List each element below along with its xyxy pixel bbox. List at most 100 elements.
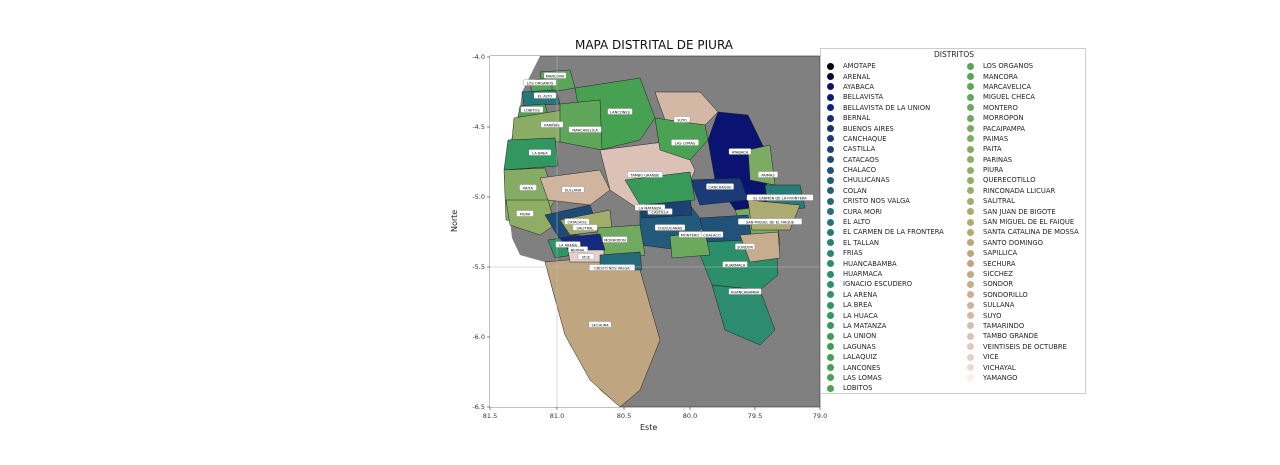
legend-swatch: [827, 135, 834, 143]
svg-text:CASTILLA: CASTILLA: [651, 210, 669, 214]
legend-item: EL TALLAN: [827, 238, 944, 248]
legend-swatch: [827, 353, 834, 361]
legend-label: MIGUEL CHECA: [983, 93, 1035, 102]
y-tick-label: -6.0: [472, 333, 485, 341]
legend-column-2: LOS ORGANOS MANCORA MARCAVELICA MIGUEL CHEC…: [967, 61, 1079, 383]
legend-swatch: [827, 145, 834, 153]
district-label-salitral: SALITRAL: [572, 224, 598, 231]
legend-swatch: [827, 301, 834, 309]
district-label-el-alto: EL ALTO: [533, 92, 557, 99]
legend-swatch: [827, 374, 834, 382]
svg-text:CANCHAQUE: CANCHAQUE: [709, 185, 733, 189]
legend-label: LA BREA: [843, 301, 873, 310]
legend-label: VICHAYAL: [983, 363, 1016, 372]
svg-text:SAN MIGUEL DE EL FAIQUE: SAN MIGUEL DE EL FAIQUE: [746, 220, 795, 224]
legend-label: SONDOR: [983, 280, 1014, 289]
legend-item: TAMBO GRANDE: [967, 331, 1079, 341]
district-label-vice: VICE: [577, 253, 595, 260]
legend-title: DISTRITOS: [934, 50, 974, 59]
legend-item: SONDOR: [967, 279, 1079, 289]
legend-label: VEINTISEIS DE OCTUBRE: [983, 342, 1067, 351]
legend-swatch: [827, 62, 834, 70]
district-label-huarmaca: HUARMACA: [722, 261, 748, 268]
district-canchaque: [689, 177, 749, 206]
legend-swatch: [827, 218, 834, 226]
district-label-la-brea: LA BREA: [528, 149, 552, 156]
legend-item: CATACAOS: [827, 155, 944, 165]
legend-swatch: [827, 291, 834, 299]
svg-text:LANCONES: LANCONES: [610, 110, 631, 114]
legend-item: FRIAS: [827, 248, 944, 258]
legend-swatch: [827, 384, 834, 392]
legend-item: CHALACO: [827, 165, 944, 175]
legend-item: PAIMAS: [967, 134, 1079, 144]
legend-swatch: [827, 73, 834, 81]
district-paimas: [747, 144, 776, 186]
legend-label: TAMBO GRANDE: [983, 332, 1039, 341]
legend-label: SANTO DOMINGO: [983, 238, 1043, 247]
legend-swatch: [827, 83, 834, 91]
legend-swatch: [827, 239, 834, 247]
legend-label: MORROPON: [983, 114, 1024, 123]
x-tick-label: 79.0: [813, 412, 827, 420]
legend-label: MANCORA: [983, 72, 1018, 81]
legend-label: LA MATANZA: [843, 321, 887, 330]
svg-text:PIURA: PIURA: [520, 212, 531, 216]
legend-item: LA BREA: [827, 300, 944, 310]
legend-swatch: [967, 187, 974, 195]
legend-label: SECHURA: [983, 259, 1016, 268]
district-label-las-lomas: LAS LOMAS: [671, 139, 699, 146]
legend-label: BERNAL: [843, 114, 871, 123]
legend-swatch: [827, 125, 834, 133]
district-las-lomas: [654, 117, 709, 161]
legend-label: PACAIPAMPA: [983, 124, 1026, 133]
legend-label: CRISTO NOS VALGA: [843, 197, 910, 206]
district-label-morropon: MORROPON: [602, 236, 628, 243]
legend-item: LA UNION: [827, 331, 944, 341]
legend-swatch: [967, 260, 974, 268]
legend-label: RINCONADA LLICUAR: [983, 186, 1056, 195]
legend-item: SAPILLICA: [967, 248, 1079, 258]
legend-label: PARINAS: [983, 155, 1013, 164]
svg-text:LAS LOMAS: LAS LOMAS: [675, 141, 696, 145]
district-label-sechura: SECHURA: [588, 321, 612, 328]
legend-label: LOS ORGANOS: [983, 62, 1034, 71]
svg-text:CHULUCANAS: CHULUCANAS: [658, 226, 683, 230]
district-sondor: [739, 231, 781, 263]
legend-label: SAN JUAN DE BIGOTE: [983, 207, 1056, 216]
legend-label: EL ALTO: [843, 218, 871, 227]
legend-swatch: [827, 343, 834, 351]
legend-label: BUENOS AIRES: [843, 124, 894, 133]
legend-item: HUARMACA: [827, 269, 944, 279]
svg-text:HUARMACA: HUARMACA: [725, 263, 746, 267]
district-label-montero: MONTERO: [678, 231, 702, 238]
legend-label: CATACAOS: [843, 155, 879, 164]
legend-swatch: [827, 114, 834, 122]
district-piura: [505, 199, 556, 236]
district-label-lancones: LANCONES: [607, 108, 633, 115]
legend-swatch: [967, 322, 974, 330]
legend-item: CRISTO NOS VALGA: [827, 196, 944, 206]
legend-item: ARENAL: [827, 71, 944, 81]
svg-text:LA ARENA: LA ARENA: [559, 243, 578, 247]
legend-swatch: [827, 228, 834, 236]
legend-item: SECHURA: [967, 258, 1079, 268]
district-label-lobitos: LOBITOS: [520, 106, 544, 113]
legend-label: SICCHEZ: [983, 270, 1013, 278]
svg-text:VICE: VICE: [582, 255, 591, 259]
district-label-paita: PAITA: [519, 184, 537, 191]
district-label-cristo-nos-valga: CRISTO NOS VALGA: [589, 264, 635, 271]
legend-swatch: [967, 114, 974, 122]
legend-label: LAGUNAS: [843, 342, 876, 351]
legend-item: LA MATANZA: [827, 321, 944, 331]
svg-text:LA BREA: LA BREA: [532, 151, 548, 155]
legend-label: MONTERO: [983, 103, 1018, 112]
svg-text:HUANCABAMBA: HUANCABAMBA: [731, 290, 760, 294]
x-tick-label: 81.5: [483, 412, 497, 420]
legend-label: CHULUCANAS: [843, 176, 890, 185]
legend-item: TAMARINDO: [967, 321, 1079, 331]
legend-swatch: [827, 280, 834, 288]
legend-item: MANCORA: [967, 71, 1079, 81]
legend-item: VICE: [967, 352, 1079, 362]
